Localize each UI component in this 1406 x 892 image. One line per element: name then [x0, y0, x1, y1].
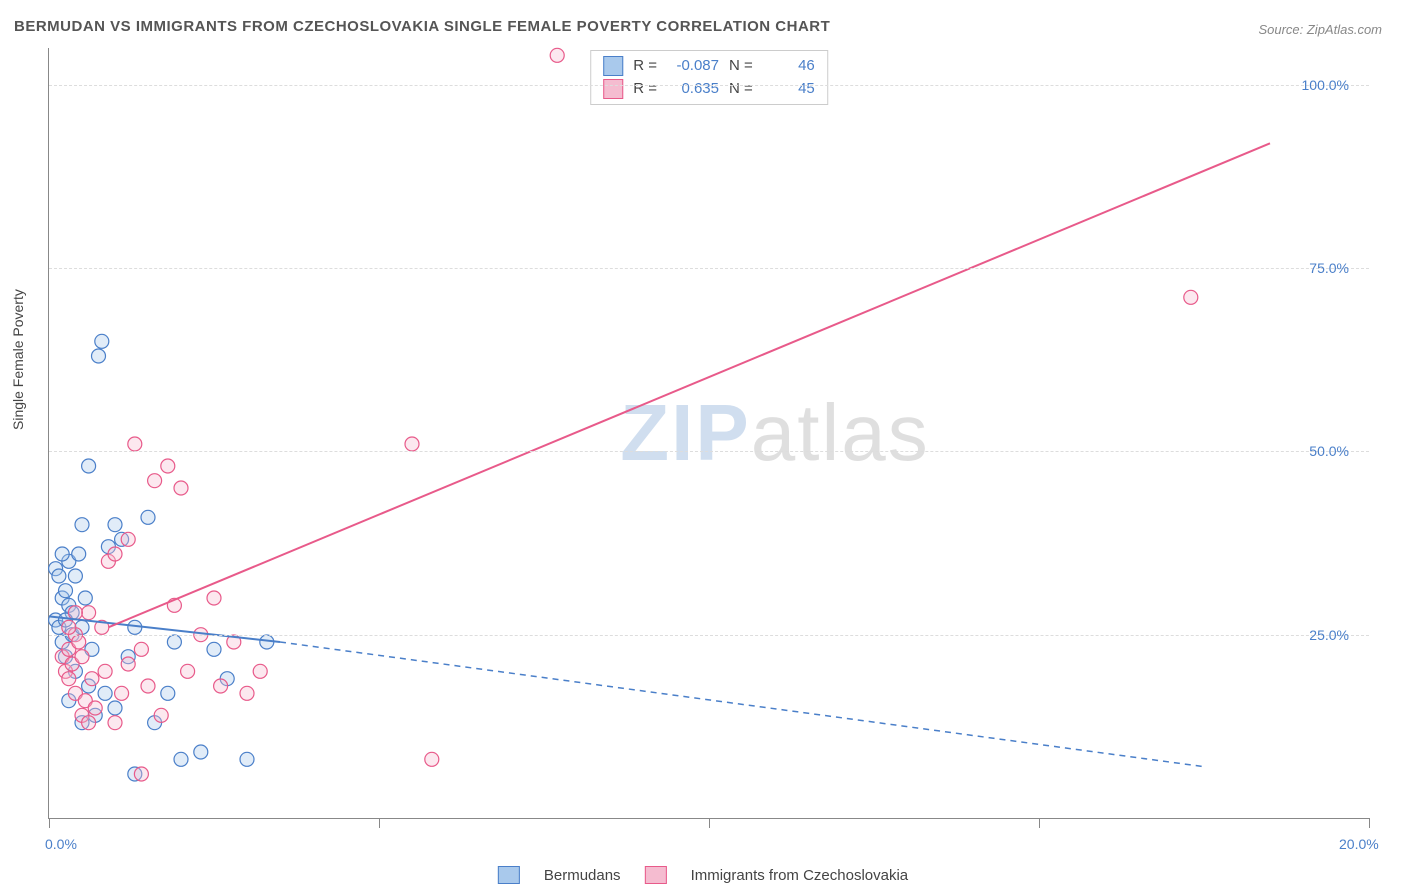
data-point: [207, 591, 221, 605]
data-point: [1184, 290, 1198, 304]
source-attribution: Source: ZipAtlas.com: [1258, 22, 1382, 37]
data-point: [167, 635, 181, 649]
x-tick: [709, 818, 710, 828]
data-point: [194, 745, 208, 759]
data-point: [82, 459, 96, 473]
x-tick-label: 20.0%: [1339, 836, 1379, 852]
chart-svg: [49, 48, 1369, 818]
data-point: [134, 767, 148, 781]
data-point: [98, 664, 112, 678]
data-point: [154, 708, 168, 722]
data-point: [141, 679, 155, 693]
data-point: [92, 349, 106, 363]
gridline: [49, 85, 1369, 86]
data-point: [108, 701, 122, 715]
data-point: [72, 547, 86, 561]
data-point: [72, 635, 86, 649]
legend-label-0: Bermudans: [544, 867, 621, 884]
y-axis-label: Single Female Poverty: [10, 289, 26, 430]
y-tick-label: 75.0%: [1309, 260, 1349, 276]
gridline: [49, 635, 1369, 636]
data-point: [253, 664, 267, 678]
x-tick: [1369, 818, 1370, 828]
data-point: [207, 642, 221, 656]
data-point: [128, 437, 142, 451]
y-tick-label: 25.0%: [1309, 627, 1349, 643]
trend-line-dashed: [280, 642, 1204, 767]
data-point: [52, 569, 66, 583]
data-point: [425, 752, 439, 766]
x-tick: [49, 818, 50, 828]
data-point: [174, 481, 188, 495]
data-point: [95, 334, 109, 348]
data-point: [121, 532, 135, 546]
data-point: [82, 716, 96, 730]
data-point: [75, 518, 89, 532]
data-point: [115, 686, 129, 700]
data-point: [55, 547, 69, 561]
data-point: [68, 569, 82, 583]
data-point: [68, 606, 82, 620]
data-point: [240, 752, 254, 766]
y-tick-label: 100.0%: [1302, 77, 1349, 93]
x-tick: [1039, 818, 1040, 828]
data-point: [75, 650, 89, 664]
data-point: [78, 591, 92, 605]
data-point: [82, 606, 96, 620]
x-tick-label: 0.0%: [45, 836, 77, 852]
data-point: [59, 584, 73, 598]
trend-line: [108, 143, 1270, 627]
data-point: [134, 642, 148, 656]
bottom-legend: Bermudans Immigrants from Czechoslovakia: [498, 866, 908, 884]
y-tick-label: 50.0%: [1309, 443, 1349, 459]
plot-area: ZIPatlas R = -0.087 N = 46 R = 0.635 N =…: [48, 48, 1369, 819]
data-point: [108, 716, 122, 730]
data-point: [85, 672, 99, 686]
data-point: [181, 664, 195, 678]
data-point: [141, 510, 155, 524]
data-point: [174, 752, 188, 766]
data-point: [62, 672, 76, 686]
legend-label-1: Immigrants from Czechoslovakia: [691, 867, 909, 884]
data-point: [108, 547, 122, 561]
gridline: [49, 268, 1369, 269]
data-point: [62, 620, 76, 634]
data-point: [405, 437, 419, 451]
data-point: [88, 701, 102, 715]
data-point: [161, 459, 175, 473]
chart-title: BERMUDAN VS IMMIGRANTS FROM CZECHOSLOVAK…: [14, 18, 830, 35]
data-point: [98, 686, 112, 700]
legend-swatch-0: [498, 866, 520, 884]
data-point: [148, 474, 162, 488]
data-point: [121, 657, 135, 671]
data-point: [108, 518, 122, 532]
data-point: [240, 686, 254, 700]
data-point: [161, 686, 175, 700]
data-point: [550, 48, 564, 62]
legend-swatch-1: [645, 866, 667, 884]
x-tick: [379, 818, 380, 828]
gridline: [49, 451, 1369, 452]
data-point: [214, 679, 228, 693]
